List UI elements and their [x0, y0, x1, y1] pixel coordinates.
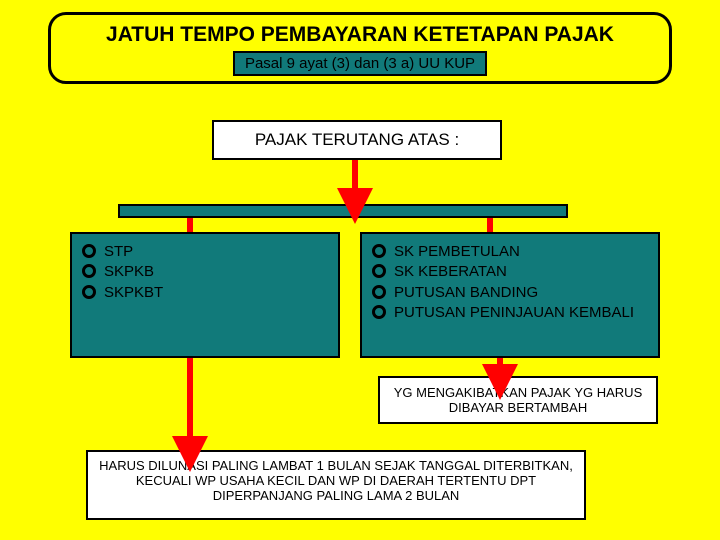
slide-title: JATUH TEMPO PEMBAYARAN KETETAPAN PAJAK: [61, 23, 659, 47]
bullet-icon: [82, 244, 96, 258]
note-text: YG MENGAKIBATKAN PAJAK YG HARUS DIBAYAR …: [386, 385, 650, 415]
right-list: SK PEMBETULANSK KEBERATANPUTUSAN BANDING…: [372, 242, 648, 323]
footer-text: HARUS DILUNASI PALING LAMBAT 1 BULAN SEJ…: [99, 458, 573, 503]
bullet-icon: [82, 285, 96, 299]
list-item: SKPKB: [82, 262, 328, 282]
bullet-icon: [372, 285, 386, 299]
list-item-label: SK KEBERATAN: [394, 262, 507, 282]
left-list: STPSKPKBSKPKBT: [82, 242, 328, 303]
list-item: PUTUSAN PENINJAUAN KEMBALI: [372, 303, 648, 323]
list-item: SK KEBERATAN: [372, 262, 648, 282]
subhead-text: PAJAK TERUTANG ATAS :: [255, 130, 459, 150]
left-list-box: STPSKPKBSKPKBT: [70, 232, 340, 358]
list-item: SKPKBT: [82, 283, 328, 303]
subhead-box: PAJAK TERUTANG ATAS :: [212, 120, 502, 160]
list-item-label: SKPKB: [104, 262, 154, 282]
bullet-icon: [372, 264, 386, 278]
bullet-icon: [372, 305, 386, 319]
list-item-label: PUTUSAN BANDING: [394, 283, 538, 303]
list-item-label: STP: [104, 242, 133, 262]
list-item: PUTUSAN BANDING: [372, 283, 648, 303]
list-item-label: SK PEMBETULAN: [394, 242, 520, 262]
subtitle-text: Pasal 9 ayat (3) dan (3 a) UU KUP: [245, 55, 475, 72]
list-item: STP: [82, 242, 328, 262]
list-item-label: PUTUSAN PENINJAUAN KEMBALI: [394, 303, 634, 323]
right-list-box: SK PEMBETULANSK KEBERATANPUTUSAN BANDING…: [360, 232, 660, 358]
bullet-icon: [82, 264, 96, 278]
title-box: JATUH TEMPO PEMBAYARAN KETETAPAN PAJAK P…: [48, 12, 672, 84]
note-box: YG MENGAKIBATKAN PAJAK YG HARUS DIBAYAR …: [378, 376, 658, 424]
subtitle-box: Pasal 9 ayat (3) dan (3 a) UU KUP: [233, 51, 487, 76]
footer-box: HARUS DILUNASI PALING LAMBAT 1 BULAN SEJ…: [86, 450, 586, 520]
bullet-icon: [372, 244, 386, 258]
connector-bar: [118, 204, 568, 218]
list-item: SK PEMBETULAN: [372, 242, 648, 262]
list-item-label: SKPKBT: [104, 283, 163, 303]
slide-root: JATUH TEMPO PEMBAYARAN KETETAPAN PAJAK P…: [0, 0, 720, 540]
